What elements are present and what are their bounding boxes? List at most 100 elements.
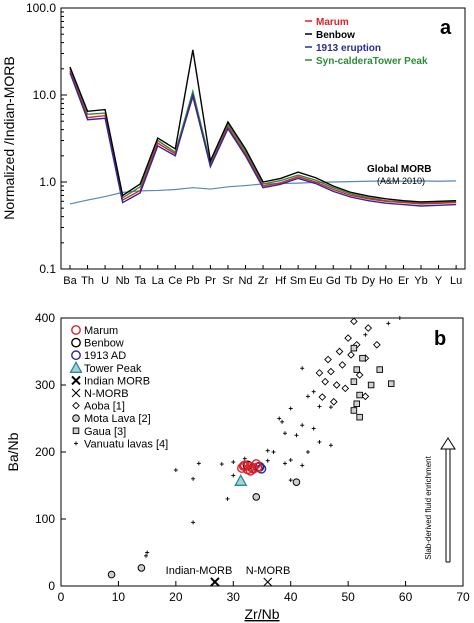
- point-vanuatu-lavas-4: [397, 316, 402, 320]
- x-tick-label: Dy: [362, 275, 376, 287]
- y-tick-label: 200: [35, 445, 55, 459]
- x-tick-label: Eu: [309, 275, 322, 287]
- legend-label: Marum: [84, 325, 118, 337]
- legend-marker: [72, 401, 80, 410]
- x-tick-label: Pr: [205, 275, 216, 287]
- point-vanuatu-lavas-4: [317, 439, 322, 444]
- panel-a-label: a: [440, 17, 452, 39]
- x-tick-label: Er: [398, 275, 409, 287]
- panel-b-x-axis-label: Zr/Nb: [245, 606, 280, 622]
- legend-label: Mota Lava [2]: [84, 413, 151, 425]
- point-aoba-1: [318, 393, 327, 401]
- x-tick-label: Zr: [258, 275, 269, 287]
- point-aoba-1: [335, 347, 344, 356]
- y-tick-label: 300: [35, 378, 55, 392]
- point-vanuatu-lavas-4: [300, 423, 305, 428]
- point-vanuatu-lavas-4: [328, 405, 333, 410]
- n-morb-annotation: N-MORB: [246, 565, 291, 577]
- x-tick-label: 50: [341, 590, 355, 604]
- point-gaua-3: [350, 344, 358, 352]
- point-aoba-1: [327, 367, 335, 376]
- point-gaua-3: [356, 391, 363, 399]
- x-tick-label: 10: [112, 590, 126, 604]
- point-vanuatu-lavas-4: [280, 419, 285, 424]
- y-tick-label: 1.0: [39, 175, 56, 189]
- point-vanuatu-lavas-4: [219, 462, 224, 467]
- x-tick-label: 60: [399, 590, 413, 604]
- point-vanuatu-lavas-4: [311, 389, 316, 394]
- x-tick-label: Ta: [134, 275, 147, 287]
- point-vanuatu-lavas-4: [288, 458, 293, 463]
- x-tick-label: Gd: [326, 275, 341, 287]
- x-tick-label: U: [101, 275, 109, 287]
- point-aoba-1: [355, 371, 364, 379]
- point-aoba-1: [324, 355, 332, 364]
- point-vanuatu-lavas-4: [231, 460, 236, 465]
- point-vanuatu-lavas-4: [173, 468, 178, 473]
- x-tick-label: La: [152, 275, 165, 287]
- legend-marker: [69, 360, 83, 373]
- panel-b-label: b: [434, 328, 446, 350]
- legend-label: Aoba [1]: [84, 401, 125, 413]
- point-vanuatu-lavas-4: [317, 404, 322, 409]
- slab-fluid-arrow: [440, 437, 456, 563]
- legend-label: Gaua [3]: [84, 426, 126, 438]
- x-tick-label: Ho: [379, 275, 393, 287]
- point-aoba-1: [344, 334, 352, 342]
- point-marum: [238, 461, 249, 471]
- legend-marker: [72, 427, 80, 435]
- point-aoba-1: [347, 351, 355, 359]
- point-marum: [245, 465, 256, 476]
- x-tick-label: Ba: [63, 275, 77, 287]
- x-tick-label: 70: [456, 590, 470, 604]
- point-aoba-1: [321, 377, 330, 386]
- x-tick-label: Ce: [168, 275, 182, 287]
- point-vanuatu-lavas-4: [282, 431, 287, 436]
- y-tick-label: 400: [35, 311, 55, 325]
- indian-morb-annotation: Indian-MORB: [166, 565, 233, 577]
- y-tick-label: 100: [35, 512, 55, 526]
- point-vanuatu-lavas-4: [145, 550, 150, 555]
- point-vanuatu-lavas-4: [191, 520, 196, 525]
- point-mota-lava-2: [252, 493, 261, 501]
- panel-a-y-axis-label: Normalized /Indian-MORB: [1, 56, 17, 219]
- point-n-morb: [263, 577, 273, 587]
- global-morb-label: Global MORB: [367, 164, 431, 175]
- x-tick-label: 0: [58, 590, 65, 604]
- point-vanuatu-lavas-4: [288, 478, 293, 483]
- point-aoba-1: [315, 369, 324, 377]
- legend-marker: [72, 414, 80, 423]
- legend-marker: [74, 441, 78, 446]
- point-vanuatu-lavas-4: [300, 366, 305, 371]
- panel-a-lines: [69, 49, 457, 207]
- point-aoba-1: [361, 392, 370, 401]
- x-tick-label: 30: [227, 590, 241, 604]
- panel-b-y-axis-label: Ba/Nb: [5, 432, 21, 471]
- y-tick-label: 10.0: [33, 88, 57, 102]
- point-vanuatu-lavas-4: [294, 433, 299, 438]
- point-gaua-3: [350, 407, 358, 414]
- point-vanuatu-lavas-4: [328, 443, 333, 448]
- point-vanuatu-lavas-4: [231, 473, 236, 478]
- x-tick-label: Sm: [290, 275, 307, 287]
- point-vanuatu-lavas-4: [300, 463, 305, 468]
- point-indian-morb: [210, 577, 220, 587]
- panel-a: 0.1 1.0 10.0 100.0 Ba Th U Nb Ta La Ce Pb Pr Sr Nd Zr Hf…: [1, 1, 466, 287]
- slab-fluid-annotation: Slab-derived fluid enrichment: [424, 455, 433, 559]
- legend-label: 1913 eruption: [316, 43, 381, 54]
- panel-b: 0 10 20 30 40 50 60 70 0 100 200 300 400 MarumBenbow…: [5, 311, 470, 622]
- point-gaua-3: [387, 380, 395, 387]
- point-marum: [245, 461, 256, 472]
- point-vanuatu-lavas-4: [305, 450, 310, 454]
- legend-label: Vanuatu lavas [4]: [84, 438, 168, 450]
- x-tick-label: 40: [284, 590, 298, 604]
- point-gaua-3: [359, 354, 366, 362]
- x-tick-label: Yb: [414, 275, 427, 287]
- legend-label: Benbow: [316, 30, 355, 41]
- point-aoba-1: [338, 361, 347, 369]
- legend-label: N-MORB: [84, 388, 129, 400]
- point-aoba-1: [341, 384, 350, 393]
- y-tick-label: 100.0: [26, 1, 56, 15]
- point-vanuatu-lavas-4: [191, 476, 196, 481]
